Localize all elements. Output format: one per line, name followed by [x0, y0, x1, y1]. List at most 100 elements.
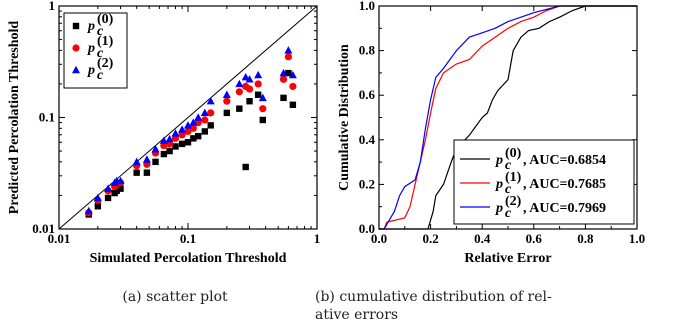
legend-label-sub: c	[97, 68, 104, 83]
scatter-point	[171, 129, 180, 137]
legend-label-sup: (1)	[505, 170, 522, 185]
y-tick-label: 0.6	[359, 87, 376, 102]
scatter-series-0	[85, 69, 297, 218]
scatter-point	[223, 109, 231, 117]
scatter-point	[116, 176, 125, 185]
x-tick-label: 0.01	[48, 231, 71, 246]
scatter-point	[280, 94, 287, 102]
scatter-point	[93, 193, 102, 202]
legend-label-sup: (2)	[505, 194, 522, 209]
scatter-point	[284, 53, 292, 61]
scatter-point	[117, 185, 124, 192]
legend-marker	[72, 44, 80, 52]
x-tick-label: 0.2	[422, 231, 438, 246]
scatter-point	[258, 93, 267, 102]
y-axis-label: Predicted Percolation Threshold	[7, 21, 22, 215]
legend-box	[453, 139, 635, 225]
legend-label-sup: (1)	[97, 34, 114, 49]
scatter-point	[184, 127, 192, 136]
scatter-point	[178, 140, 186, 148]
legend-label-base: p	[495, 153, 503, 168]
legend-label-sup: (0)	[505, 146, 522, 161]
scatter-point	[259, 105, 267, 113]
x-tick-label: 0.6	[526, 231, 543, 246]
scatter-point	[223, 97, 231, 105]
legend-label-base: p	[87, 41, 95, 56]
legend-label-sub: c	[97, 46, 104, 61]
scatter-point	[132, 157, 141, 166]
legend-entry-0: p (0)c , AUC=0.6854	[495, 146, 606, 173]
x-axis-label: Simulated Percolation Threshold	[90, 251, 287, 266]
x-tick-label: 0.0	[371, 231, 387, 246]
scatter-point	[254, 70, 263, 79]
legend-marker	[72, 22, 80, 30]
scatter-point	[245, 75, 254, 83]
scatter-point	[166, 147, 173, 155]
scatter-point	[104, 194, 112, 202]
y-tick-label: 0.2	[359, 176, 375, 191]
scatter-point	[235, 88, 243, 96]
scatter-point	[84, 206, 93, 215]
cdf-line-0	[379, 5, 637, 230]
legend-label-sub: c	[505, 182, 512, 197]
scatter-point	[195, 132, 202, 140]
scatter-point	[259, 116, 266, 124]
scatter-point	[113, 187, 120, 195]
legend-label-base: p	[87, 63, 95, 78]
legend-entry-0: p (0)c	[87, 12, 114, 39]
scatter-point	[207, 109, 215, 117]
scatter-point	[104, 184, 113, 192]
scatter-point	[284, 46, 293, 54]
x-tick-label: 0.8	[577, 231, 594, 246]
scatter-point	[165, 134, 174, 143]
legend-entry-1: p (1)c	[87, 34, 114, 61]
scatter-point	[133, 169, 140, 176]
scatter-point	[172, 143, 179, 150]
legend-label-sub: c	[505, 158, 512, 173]
scatter-point	[206, 97, 215, 105]
x-tick-label: 0.4	[474, 231, 491, 246]
scatter-point	[201, 128, 209, 135]
cdf-line-2	[379, 5, 637, 230]
y-tick-label: 0.01	[32, 221, 55, 236]
legend-label-suffix: , AUC=0.7969	[523, 201, 606, 216]
scatter-plot: 0.01 0.1 1 0.01 0.1 1 Simulated Percolation Th…	[7, 0, 320, 266]
scatter-point	[207, 122, 214, 129]
legend-entry-1: p (1)c , AUC=0.7685	[495, 170, 606, 197]
y-tick-label: 0.4	[359, 132, 376, 147]
scatter-point	[190, 135, 197, 142]
caption-a: (a) scatter plot	[122, 289, 228, 305]
scatter-point	[254, 91, 262, 98]
scatter-point	[289, 101, 297, 108]
y-tick-label: 1.0	[359, 0, 375, 13]
scatter-point	[178, 131, 186, 139]
legend-label-suffix: , AUC=0.6854	[523, 153, 606, 168]
scatter-point	[285, 69, 292, 77]
scatter-point	[236, 105, 243, 112]
scatter-point	[279, 75, 288, 83]
scatter-point	[194, 113, 203, 121]
diagonal-reference-line	[58, 5, 318, 230]
legend-label-base: p	[495, 201, 503, 216]
legend-label-sup: (0)	[97, 12, 114, 27]
caption-b: ative errors	[315, 307, 398, 323]
captions: (a) scatter plot (b) cumulative distribut…	[122, 289, 552, 323]
scatter-point	[246, 98, 253, 105]
scatter-point	[242, 163, 249, 171]
caption-b: (b) cumulative distribution of rel-	[315, 289, 552, 305]
x-tick-label: 0.1	[180, 231, 196, 246]
scatter-point	[94, 203, 102, 210]
x-tick-label: 1.0	[629, 231, 645, 246]
scatter-point	[245, 85, 254, 93]
scatter-point	[235, 79, 244, 88]
legend-label-sup: (2)	[97, 56, 114, 71]
scatter-point	[143, 169, 151, 176]
scatter-point	[184, 139, 192, 146]
scatter-point	[222, 90, 231, 98]
scatter-point	[189, 124, 197, 132]
legend-label-base: p	[87, 19, 95, 34]
scatter-point	[152, 158, 159, 166]
scatter-point	[184, 121, 192, 129]
scatter-legend: p (0)cp (1)cp (2)c	[63, 12, 128, 89]
